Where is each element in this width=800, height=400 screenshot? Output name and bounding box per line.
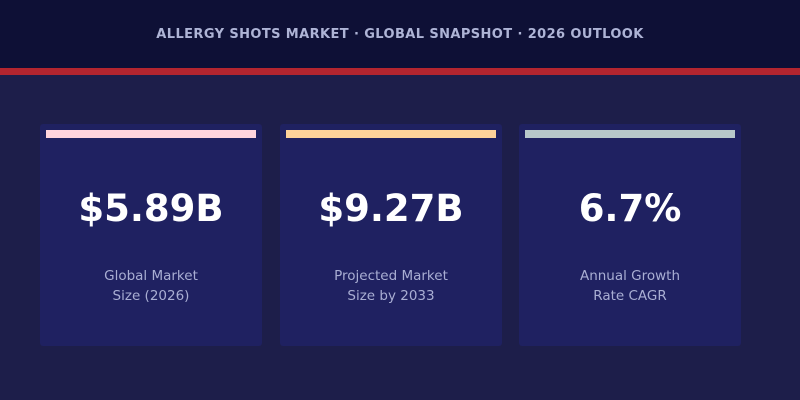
accent-divider (0, 68, 800, 75)
stat-label-line: Rate CAGR (593, 288, 667, 304)
header-bar: ALLERGY SHOTS MARKET · GLOBAL SNAPSHOT ·… (0, 0, 800, 68)
stat-label: Projected Market Size by 2033 (280, 266, 502, 306)
stat-label-line: Annual Growth (579, 268, 681, 284)
stat-label-line: Projected Market (334, 268, 448, 284)
card-accent-strip (46, 130, 256, 138)
stat-label-line: Global Market (104, 268, 198, 284)
stat-value: $9.27B (318, 187, 464, 230)
page-title: ALLERGY SHOTS MARKET · GLOBAL SNAPSHOT ·… (156, 26, 644, 42)
stat-label-line: Size (2026) (112, 288, 190, 304)
stat-label-line: Size by 2033 (347, 288, 435, 304)
stat-label: Annual Growth Rate CAGR (519, 266, 741, 306)
card-accent-strip (286, 130, 496, 138)
stat-value: 6.7% (578, 187, 682, 230)
stat-card-projected-market-size: $9.27B Projected Market Size by 2033 (280, 124, 502, 346)
stat-label: Global Market Size (2026) (40, 266, 262, 306)
stat-card-annual-growth-rate: 6.7% Annual Growth Rate CAGR (519, 124, 741, 346)
stat-card-global-market-size: $5.89B Global Market Size (2026) (40, 124, 262, 346)
stat-value: $5.89B (78, 187, 224, 230)
stat-cards: $5.89B Global Market Size (2026) $9.27B … (40, 124, 760, 346)
card-accent-strip (525, 130, 735, 138)
